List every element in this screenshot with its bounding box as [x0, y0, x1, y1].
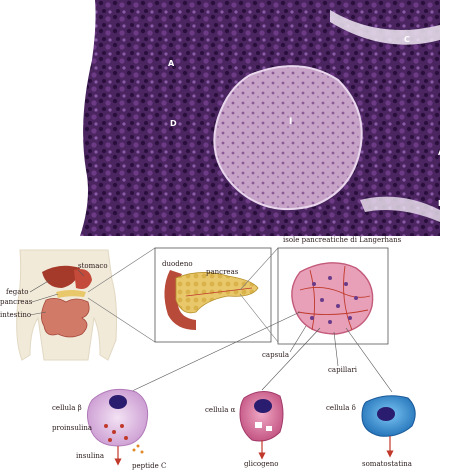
- region-label-d: D: [438, 199, 445, 208]
- label-delta-secretion: somatostatina: [362, 460, 412, 468]
- langerhans-islet-image: [213, 65, 363, 211]
- human-body-figure: stomaco fegato pancreas intestino: [0, 249, 117, 361]
- leader-line: [29, 311, 47, 316]
- islets-title-label: isole pancreatiche di Langerhans: [283, 236, 402, 244]
- zoom-connector: [239, 247, 279, 291]
- pancreas-shape: [56, 290, 86, 298]
- duodenum-shape: [164, 270, 196, 330]
- islet-cell-dots: [310, 276, 358, 324]
- secretory-granules: [104, 424, 128, 442]
- alpha-cell: [239, 391, 284, 442]
- intestine-shape: [41, 298, 90, 338]
- beta-cell-group: cellula β proinsulina insulina peptide C: [52, 388, 166, 470]
- label-peptide-c: peptide C: [132, 462, 166, 470]
- region-label-a: A: [168, 59, 175, 68]
- alpha-cell-group: cellula α glicogeno: [205, 391, 284, 468]
- region-label-a: A: [438, 148, 445, 157]
- region-label-d: D: [170, 119, 177, 128]
- label-beta-cell: cellula β: [52, 404, 82, 412]
- delta-cell-nucleus: [377, 407, 395, 421]
- capillary-network: [297, 265, 371, 331]
- zoom-connector: [87, 247, 156, 293]
- alpha-vesicle: [266, 426, 272, 431]
- cell-connector: [345, 327, 393, 393]
- liver-shape: [42, 265, 80, 288]
- alpha-vesicle: [255, 422, 262, 428]
- label-capsule: capsula: [262, 351, 289, 359]
- leader-line: [31, 293, 59, 303]
- region-label-i: I: [289, 117, 292, 127]
- islet-zoom-panel: capsula capillari: [239, 247, 389, 374]
- leader-line: [333, 331, 339, 367]
- label-capillaries: capillari: [328, 366, 358, 374]
- duct-streak: [360, 196, 440, 222]
- micrograph-panel: A C I D A D: [80, 0, 445, 236]
- leader-line: [77, 269, 85, 277]
- beta-cell-nucleus: [109, 395, 127, 409]
- cell-connector: [261, 327, 321, 391]
- peptide-dots: [132, 444, 144, 454]
- beta-cell: [86, 388, 149, 447]
- label-stomach: stomaco: [78, 262, 108, 270]
- duct-streak: [330, 10, 440, 45]
- label-delta-cell: cellula δ: [326, 404, 356, 412]
- label-insulin: insulina: [76, 452, 104, 460]
- label-alpha-secretion: glicogeno: [244, 460, 278, 468]
- pancreas-zoom-panel: duodeno pancreas: [87, 247, 272, 343]
- label-alpha-cell: cellula α: [205, 406, 236, 414]
- label-intestine: intestino: [0, 311, 31, 319]
- zoom-connector: [239, 293, 279, 343]
- stomach-shape: [74, 269, 92, 289]
- cell-connector: [129, 311, 301, 393]
- leader-line: [29, 279, 51, 293]
- label-liver: fegato: [6, 288, 28, 296]
- region-label-c: C: [404, 35, 410, 44]
- label-pancreas-zoom: pancreas: [206, 268, 239, 276]
- leader-line: [289, 325, 307, 353]
- alpha-cell-nucleus: [254, 399, 272, 413]
- delta-cell-group: cellula δ somatostatina: [326, 395, 416, 468]
- zoom-connector: [87, 297, 156, 343]
- label-proinsulin: proinsulina: [52, 424, 92, 432]
- islet-cluster: [291, 262, 374, 335]
- label-pancreas: pancreas: [0, 298, 33, 306]
- label-duodenum: duodeno: [162, 260, 193, 268]
